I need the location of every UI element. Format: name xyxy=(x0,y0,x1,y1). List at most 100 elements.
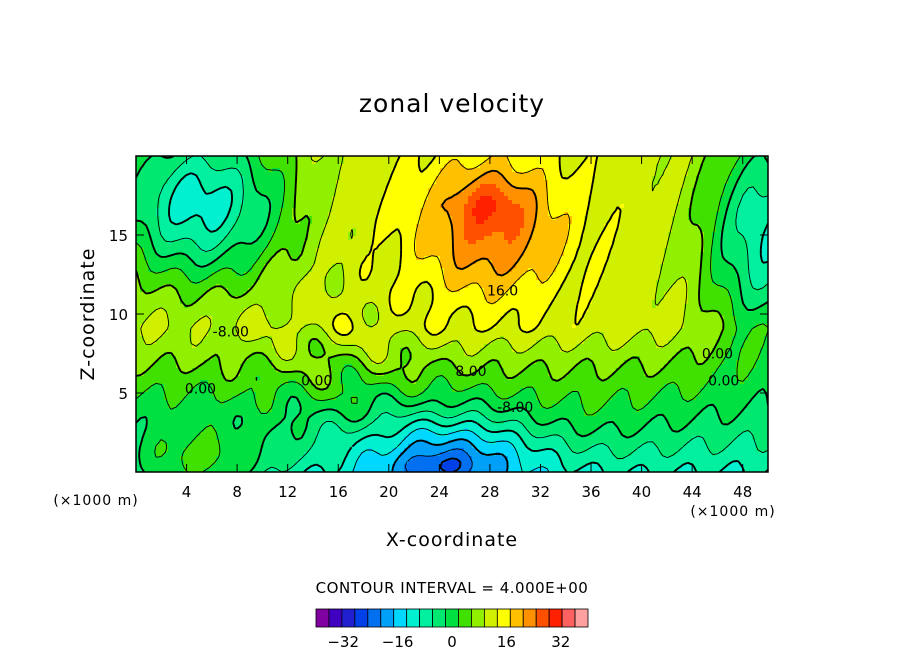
field-cell xyxy=(572,176,577,181)
field-cell xyxy=(500,228,505,233)
field-cell xyxy=(224,180,229,185)
field-cell xyxy=(152,252,157,257)
field-cell xyxy=(396,268,401,273)
field-cell xyxy=(360,248,365,253)
field-cell xyxy=(644,256,649,261)
field-cell xyxy=(196,204,201,209)
field-cell xyxy=(764,216,768,221)
field-cell xyxy=(244,244,249,249)
field-cell xyxy=(480,196,485,201)
field-cell xyxy=(244,208,249,213)
field-cell xyxy=(316,272,321,277)
field-cell xyxy=(332,172,337,177)
field-cell xyxy=(216,236,221,241)
field-cell xyxy=(356,168,361,173)
field-cell xyxy=(376,196,381,201)
field-cell xyxy=(320,168,325,173)
field-cell xyxy=(540,268,545,273)
field-cell xyxy=(520,180,525,185)
field-cell xyxy=(412,264,417,269)
field-cell xyxy=(692,228,697,233)
field-cell xyxy=(532,172,537,177)
field-cell xyxy=(252,232,257,237)
field-cell xyxy=(568,256,573,261)
field-cell xyxy=(748,168,753,173)
field-cell xyxy=(480,276,485,281)
field-cell xyxy=(416,240,421,245)
field-cell xyxy=(448,236,453,241)
field-cell xyxy=(428,248,433,253)
field-cell xyxy=(348,200,353,205)
field-cell xyxy=(552,200,557,205)
field-cell xyxy=(168,164,173,169)
field-cell xyxy=(372,272,377,277)
field-cell xyxy=(504,192,509,197)
field-cell xyxy=(484,180,489,185)
field-cell xyxy=(592,212,597,217)
field-cell xyxy=(444,272,449,277)
field-cell xyxy=(608,184,613,189)
field-cell xyxy=(424,224,429,229)
field-cell xyxy=(336,232,341,237)
field-cell xyxy=(236,184,241,189)
field-cell xyxy=(736,200,741,205)
field-cell xyxy=(704,216,709,221)
field-cell xyxy=(200,244,205,249)
field-cell xyxy=(572,268,577,273)
field-cell xyxy=(396,192,401,197)
field-cell xyxy=(212,256,217,261)
field-cell xyxy=(428,172,433,177)
field-cell xyxy=(404,176,409,181)
field-cell xyxy=(336,240,341,245)
field-cell xyxy=(412,188,417,193)
field-cell xyxy=(220,172,225,177)
field-cell xyxy=(468,244,473,249)
field-cell xyxy=(448,164,453,169)
field-cell xyxy=(632,232,637,237)
field-cell xyxy=(160,272,165,277)
field-cell xyxy=(412,204,417,209)
field-cell xyxy=(512,276,517,281)
field-cell xyxy=(552,184,557,189)
field-cell xyxy=(736,180,741,185)
field-cell xyxy=(716,272,721,277)
field-cell xyxy=(392,240,397,245)
field-cell xyxy=(500,280,505,285)
field-cell xyxy=(480,220,485,225)
field-cell xyxy=(676,220,681,225)
field-cell xyxy=(332,232,337,237)
field-cell xyxy=(676,232,681,237)
field-cell xyxy=(280,212,285,217)
field-cell xyxy=(184,228,189,233)
field-cell xyxy=(676,204,681,209)
field-cell xyxy=(636,260,641,265)
field-cell xyxy=(320,280,325,285)
field-cell xyxy=(452,180,457,185)
field-cell xyxy=(560,188,565,193)
field-cell xyxy=(692,224,697,229)
field-cell xyxy=(300,260,305,265)
field-cell xyxy=(236,188,241,193)
field-cell xyxy=(188,160,193,165)
field-cell xyxy=(320,176,325,181)
field-cell xyxy=(364,176,369,181)
field-cell xyxy=(648,256,653,261)
field-cell xyxy=(340,184,345,189)
field-cell xyxy=(256,184,261,189)
field-cell xyxy=(232,276,237,281)
field-cell xyxy=(408,208,413,213)
field-cell xyxy=(308,272,313,277)
field-cell xyxy=(672,204,677,209)
field-cell xyxy=(144,208,149,213)
field-cell xyxy=(312,228,317,233)
field-cell xyxy=(576,216,581,221)
field-cell xyxy=(420,276,425,281)
field-cell xyxy=(444,216,449,221)
field-cell xyxy=(692,240,697,245)
field-cell xyxy=(652,224,657,229)
field-cell xyxy=(276,256,281,261)
field-cell xyxy=(272,260,277,265)
field-cell xyxy=(344,236,349,241)
field-cell xyxy=(340,244,345,249)
field-cell xyxy=(200,204,205,209)
